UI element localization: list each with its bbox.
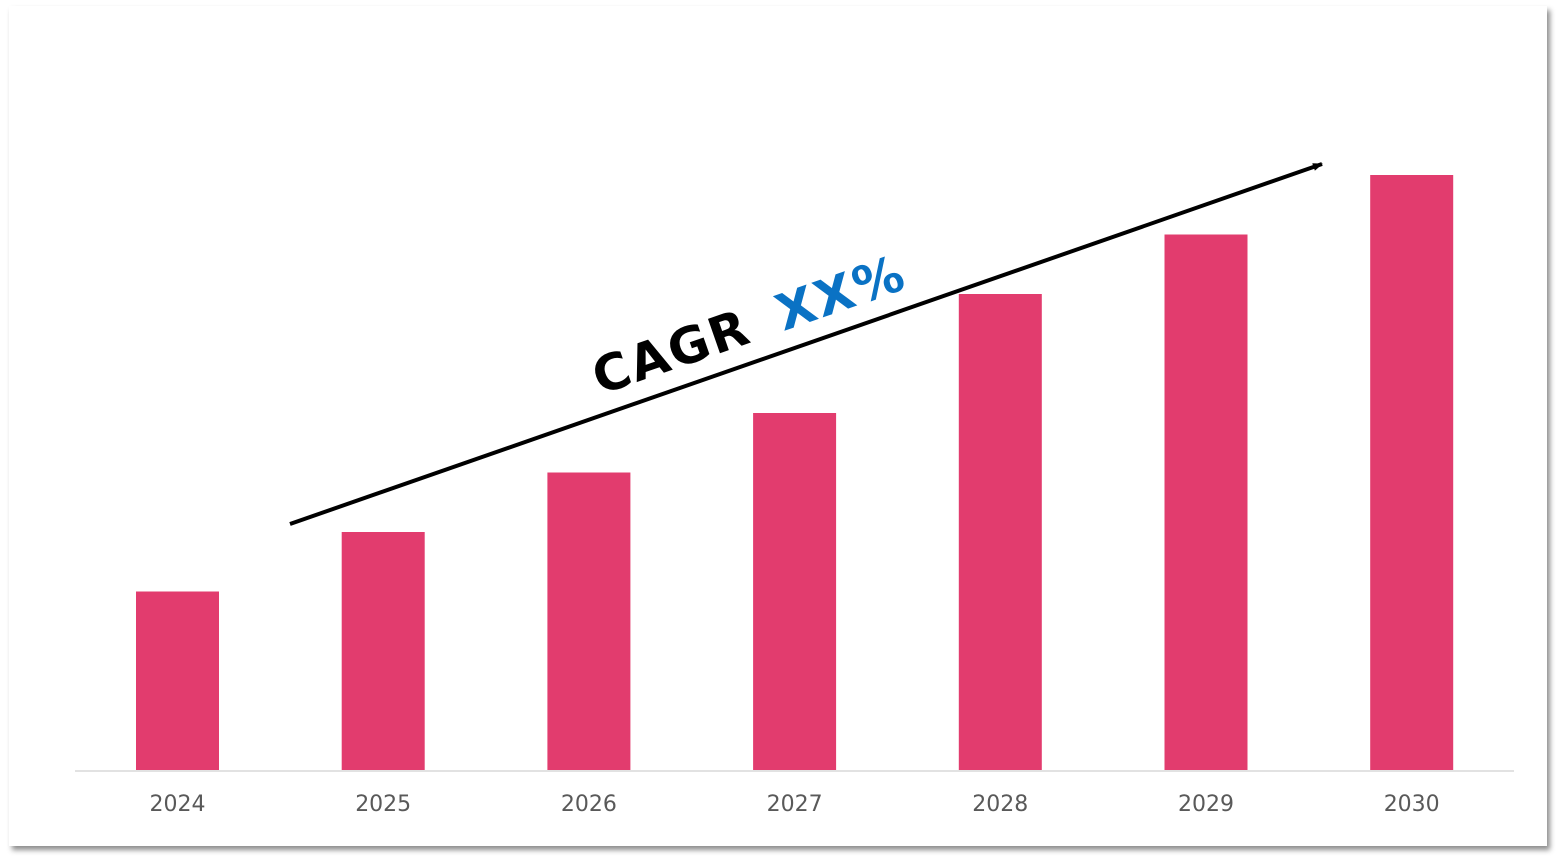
x-tick-label: 2027 (767, 792, 823, 817)
x-tick-label: 2025 (355, 792, 411, 817)
x-tick-label: 2030 (1384, 792, 1440, 817)
bar-2027 (753, 413, 837, 770)
cagr-arrow (289, 162, 1323, 526)
bar-2028 (958, 294, 1042, 770)
cagr-value: XX% (768, 244, 913, 343)
x-tick-label: 2024 (150, 792, 206, 817)
x-tick-label: 2026 (561, 792, 617, 817)
bar-2026 (547, 472, 631, 770)
x-tick-label: 2029 (1178, 792, 1234, 817)
bar-2030 (1370, 175, 1454, 770)
bar-2025 (341, 532, 425, 770)
bar-2029 (1164, 234, 1248, 770)
x-tick-label: 2028 (972, 792, 1028, 817)
bar-2024 (136, 591, 219, 770)
